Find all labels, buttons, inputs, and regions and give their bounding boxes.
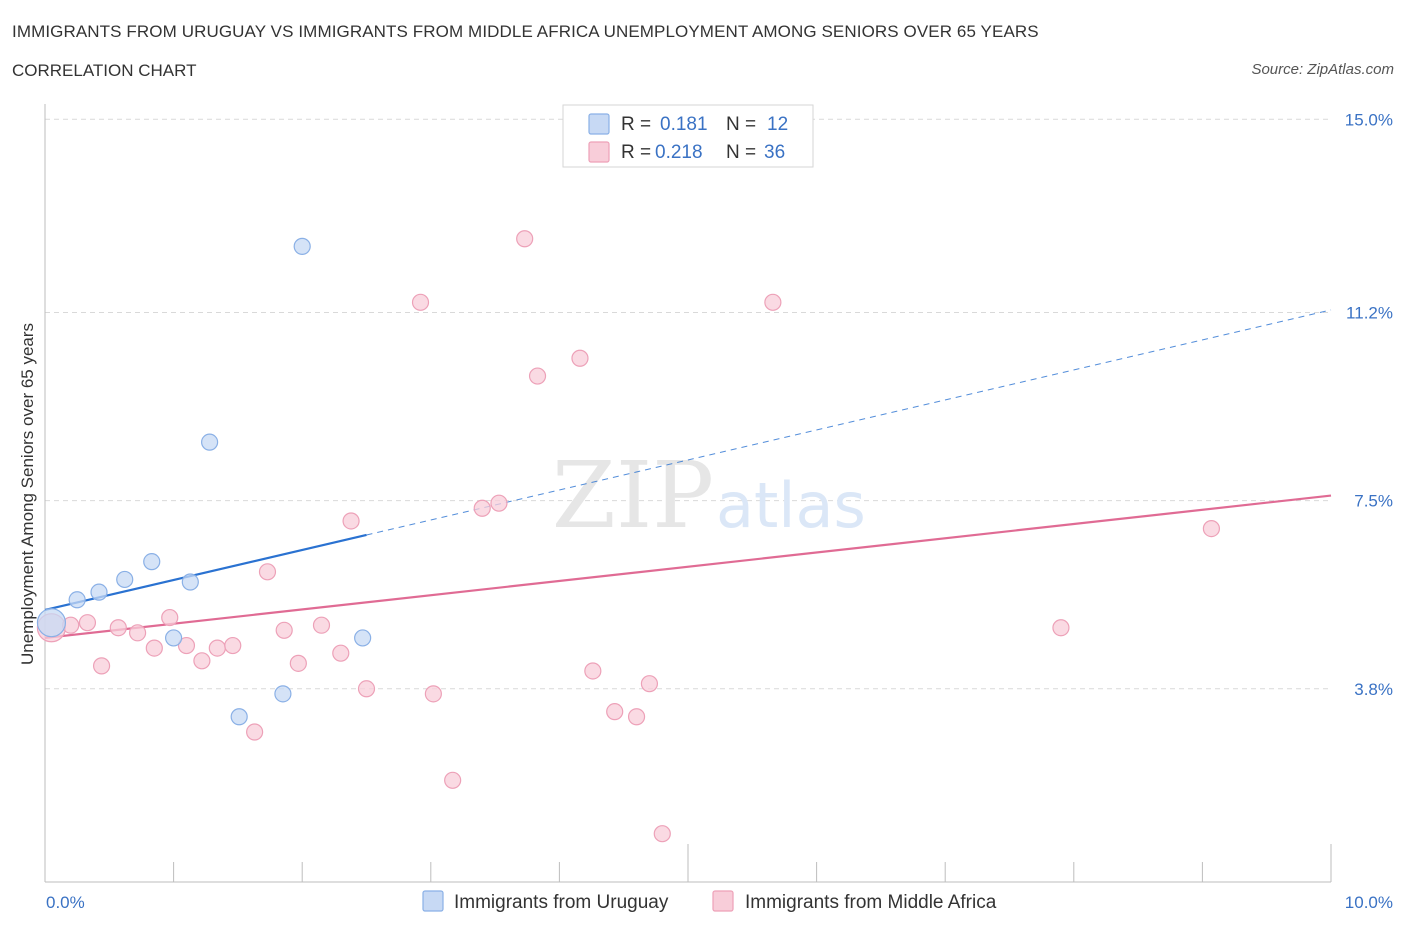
data-point-africa: [424, 685, 442, 703]
x-tick-label-max: 10.0%: [1345, 893, 1393, 912]
watermark-atlas: atlas: [716, 469, 866, 542]
y-axis-title: Unemployment Among Seniors over 65 years: [18, 323, 37, 665]
data-point-africa: [312, 616, 331, 634]
tick-labels: 15.0% 11.2% 7.5% 3.8% 0.0% 10.0%: [46, 110, 1393, 912]
data-point-uruguay: [230, 708, 248, 726]
data-point-africa: [208, 639, 226, 657]
data-point-africa: [109, 619, 127, 637]
data-point-africa: [332, 644, 350, 662]
watermark: ZIP atlas: [552, 442, 866, 549]
data-point-africa: [584, 662, 602, 680]
legend-swatch-africa: [588, 141, 610, 163]
data-point-africa: [128, 624, 147, 642]
data-point-uruguay: [293, 237, 311, 255]
data-point-africa: [289, 654, 307, 672]
data-point-africa: [473, 499, 491, 517]
data-point-africa: [444, 771, 462, 789]
data-point-africa: [357, 680, 376, 698]
trend-line-uruguay-solid: [44, 533, 367, 612]
data-point-uruguay: [68, 591, 86, 609]
data-point-uruguay: [201, 433, 219, 451]
data-point-uruguay: [36, 608, 67, 638]
legend-n-label: N =: [726, 114, 761, 135]
trend-line-africa: [44, 494, 1332, 640]
legend-r-label: R =: [621, 114, 656, 135]
legend-box: R = 0.181 N = 12 R = 0.218 N = 36: [562, 104, 814, 168]
legend-r-label: R =: [621, 142, 656, 163]
data-point-africa: [627, 708, 646, 726]
data-point-africa: [764, 293, 782, 311]
data-point-africa: [528, 367, 547, 385]
legend-r-value: 0.181: [660, 114, 708, 135]
chart-title: IMMIGRANTS FROM URUGUAY VS IMMIGRANTS FR…: [12, 22, 1039, 41]
data-point-africa: [516, 230, 534, 248]
x-tick-label-min: 0.0%: [46, 893, 85, 912]
legend-n-label: N =: [726, 142, 761, 163]
data-point-africa: [275, 621, 293, 639]
data-point-africa: [1202, 519, 1221, 538]
data-points: [36, 230, 1221, 843]
source-credit: Source: ZipAtlas.com: [1251, 61, 1394, 78]
data-point-africa: [177, 636, 196, 655]
legend-n-value: 12: [767, 114, 788, 135]
legend-n-value: 36: [764, 142, 785, 163]
legend-r-value: 0.218: [655, 142, 703, 163]
data-point-uruguay: [165, 629, 183, 647]
data-point-uruguay: [181, 573, 199, 591]
y-tick-label: 15.0%: [1345, 110, 1393, 129]
axes: [44, 104, 1331, 883]
data-point-africa: [92, 657, 111, 675]
y-tick-label: 11.2%: [1346, 303, 1393, 322]
data-point-uruguay: [143, 553, 161, 571]
data-point-uruguay: [274, 685, 292, 703]
data-point-uruguay: [90, 583, 108, 601]
watermark-zip: ZIP: [552, 442, 714, 549]
bottom-legend: Immigrants from Uruguay Immigrants from …: [422, 890, 997, 913]
data-point-africa: [78, 614, 97, 632]
chart-subtitle: CORRELATION CHART: [12, 61, 197, 80]
data-point-uruguay: [354, 629, 372, 647]
data-point-africa: [193, 652, 211, 670]
y-tick-label: 7.5%: [1354, 492, 1393, 511]
data-point-africa: [640, 675, 659, 693]
y-tick-label: 3.8%: [1354, 680, 1393, 699]
data-point-africa: [411, 293, 430, 311]
data-point-africa: [161, 608, 179, 627]
data-point-africa: [571, 349, 589, 367]
data-point-africa: [653, 825, 671, 843]
data-point-africa: [490, 494, 508, 512]
trend-line-uruguay-dashed: [366, 309, 1332, 536]
bottom-legend-swatch-uruguay: [422, 890, 444, 912]
data-point-africa: [246, 723, 264, 741]
bottom-legend-label-africa: Immigrants from Middle Africa: [745, 892, 997, 913]
data-point-africa: [342, 512, 360, 530]
data-point-africa: [145, 639, 163, 657]
data-point-africa: [606, 703, 624, 721]
bottom-legend-label-uruguay: Immigrants from Uruguay: [454, 892, 669, 913]
data-point-africa: [1052, 619, 1070, 637]
data-point-africa: [224, 636, 242, 655]
legend-swatch-uruguay: [588, 113, 610, 135]
data-point-africa: [258, 563, 277, 581]
data-point-uruguay: [116, 570, 134, 589]
bottom-legend-swatch-africa: [712, 890, 734, 912]
